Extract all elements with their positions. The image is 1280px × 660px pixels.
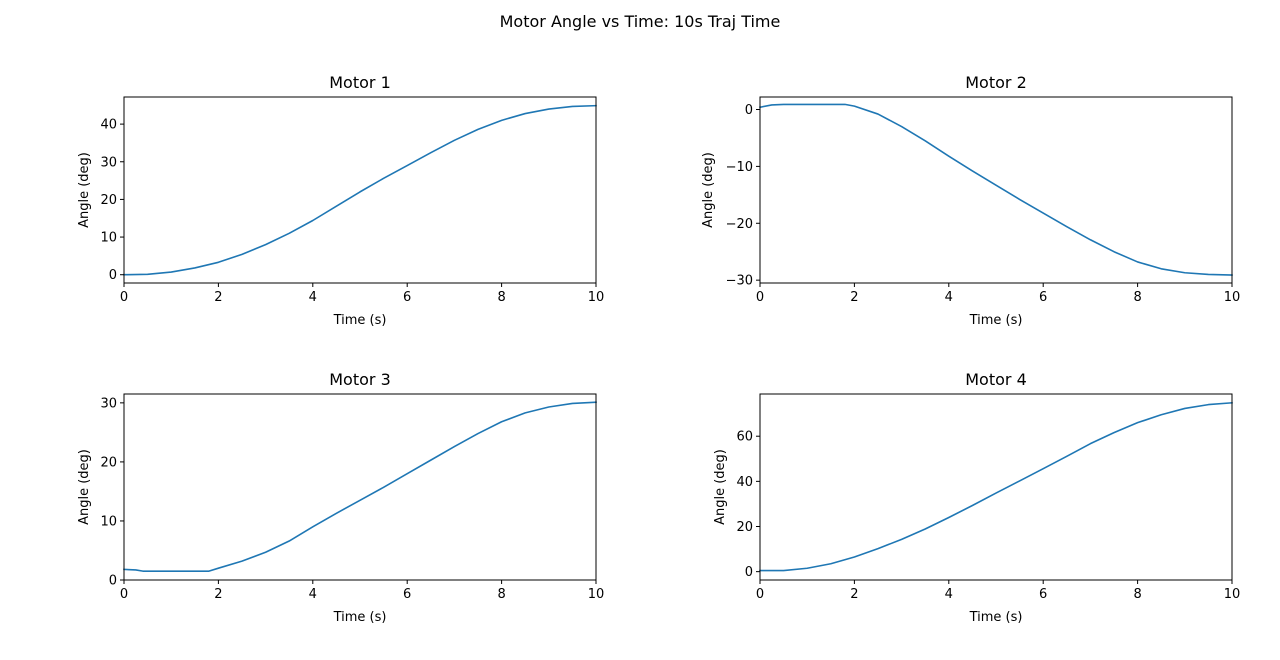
motor-4-x-tick-label: 6 bbox=[1039, 587, 1047, 602]
motor-1-x-tick-label: 6 bbox=[403, 290, 411, 305]
motor-1-x-tick-label: 8 bbox=[497, 290, 505, 305]
motor-1-y-tick-label: 30 bbox=[100, 155, 117, 170]
motor-4-x-tick-label: 10 bbox=[1224, 587, 1241, 602]
motor-3-y-tick-label: 30 bbox=[100, 396, 117, 411]
motor-1-y-tick-label: 10 bbox=[100, 231, 117, 246]
motor-1-x-tick-label: 4 bbox=[309, 290, 317, 305]
motor-4-y-tick-label: 60 bbox=[736, 430, 753, 445]
motor-1-title: Motor 1 bbox=[329, 73, 391, 92]
motor-4-y-tick-label: 40 bbox=[736, 475, 753, 490]
motor-4-y-tick-label: 0 bbox=[745, 565, 753, 580]
motor-2-xlabel: Time (s) bbox=[969, 313, 1023, 328]
motor-3-x-tick-label: 6 bbox=[403, 587, 411, 602]
motor-3-x-tick-label: 0 bbox=[120, 587, 128, 602]
motor-3-axes-frame bbox=[123, 393, 597, 581]
motor-4-xlabel: Time (s) bbox=[969, 610, 1023, 625]
motor-3-xlabel: Time (s) bbox=[333, 610, 387, 625]
motor-4-ylabel: Angle (deg) bbox=[713, 449, 728, 525]
motor-2-x-tick-label: 8 bbox=[1133, 290, 1141, 305]
motor-2-plot: Motor 2 Time (s) Angle (deg) 0 2 4 6 8 10 −30 −… bbox=[701, 73, 1240, 328]
motor-4-x-tick-label: 0 bbox=[756, 587, 764, 602]
motor-1-x-tick-label: 10 bbox=[588, 290, 605, 305]
motor-3-y-tick-label: 10 bbox=[100, 514, 117, 529]
motor-1-plot: Motor 1 Time (s) Angle (deg) 0 2 4 6 8 10 0 10 2… bbox=[77, 73, 604, 328]
motor-4-series-line bbox=[759, 401, 1233, 572]
motor-3-x-tick-label: 10 bbox=[588, 587, 605, 602]
motor-2-x-tick-label: 0 bbox=[756, 290, 764, 305]
motor-1-series-line bbox=[123, 104, 597, 276]
motor-2-series-line bbox=[759, 103, 1233, 276]
motor-2-ylabel: Angle (deg) bbox=[701, 152, 716, 228]
figure-title: Motor Angle vs Time: 10s Traj Time bbox=[500, 12, 781, 31]
motor-3-y-tick-label: 20 bbox=[100, 455, 117, 470]
motor-3-x-tick-label: 8 bbox=[497, 587, 505, 602]
motor-1-x-tick-label: 0 bbox=[120, 290, 128, 305]
motor-4-x-tick-label: 2 bbox=[850, 587, 858, 602]
motor-3-plot: Motor 3 Time (s) Angle (deg) 0 2 4 6 8 10 0 10 2… bbox=[77, 370, 604, 625]
motor-4-x-tick-label: 8 bbox=[1133, 587, 1141, 602]
motor-1-axes-frame bbox=[123, 96, 597, 284]
motor-4-axes-frame bbox=[759, 393, 1233, 581]
motor-2-y-tick-label: −10 bbox=[726, 160, 753, 175]
motor-3-ylabel: Angle (deg) bbox=[77, 449, 92, 525]
motor-2-title: Motor 2 bbox=[965, 73, 1027, 92]
motor-3-y-tick-label: 0 bbox=[109, 574, 117, 589]
motor-1-y-tick-label: 40 bbox=[100, 118, 117, 133]
motor-2-axes-frame bbox=[759, 96, 1233, 284]
motor-2-y-tick-label: −20 bbox=[726, 217, 753, 232]
motor-2-x-tick-label: 6 bbox=[1039, 290, 1047, 305]
motor-1-ylabel: Angle (deg) bbox=[77, 152, 92, 228]
motor-4-title: Motor 4 bbox=[965, 370, 1027, 389]
motor-3-title: Motor 3 bbox=[329, 370, 391, 389]
motor-3-x-tick-label: 2 bbox=[214, 587, 222, 602]
motor-2-y-tick-label: −30 bbox=[726, 274, 753, 289]
motor-3-x-tick-label: 4 bbox=[309, 587, 317, 602]
motor-3-series-line bbox=[123, 401, 597, 572]
motor-4-plot: Motor 4 Time (s) Angle (deg) 0 2 4 6 8 10 0 20 4… bbox=[713, 370, 1240, 625]
motor-1-y-tick-label: 0 bbox=[109, 268, 117, 283]
motor-1-x-tick-label: 2 bbox=[214, 290, 222, 305]
motor-2-x-tick-label: 10 bbox=[1224, 290, 1241, 305]
motor-2-x-tick-label: 2 bbox=[850, 290, 858, 305]
motor-1-y-tick-label: 20 bbox=[100, 193, 117, 208]
motor-2-x-tick-label: 4 bbox=[945, 290, 953, 305]
motor-4-x-tick-label: 4 bbox=[945, 587, 953, 602]
motor-1-xlabel: Time (s) bbox=[333, 313, 387, 328]
motor-2-y-tick-label: 0 bbox=[745, 103, 753, 118]
motor-4-y-tick-label: 20 bbox=[736, 520, 753, 535]
